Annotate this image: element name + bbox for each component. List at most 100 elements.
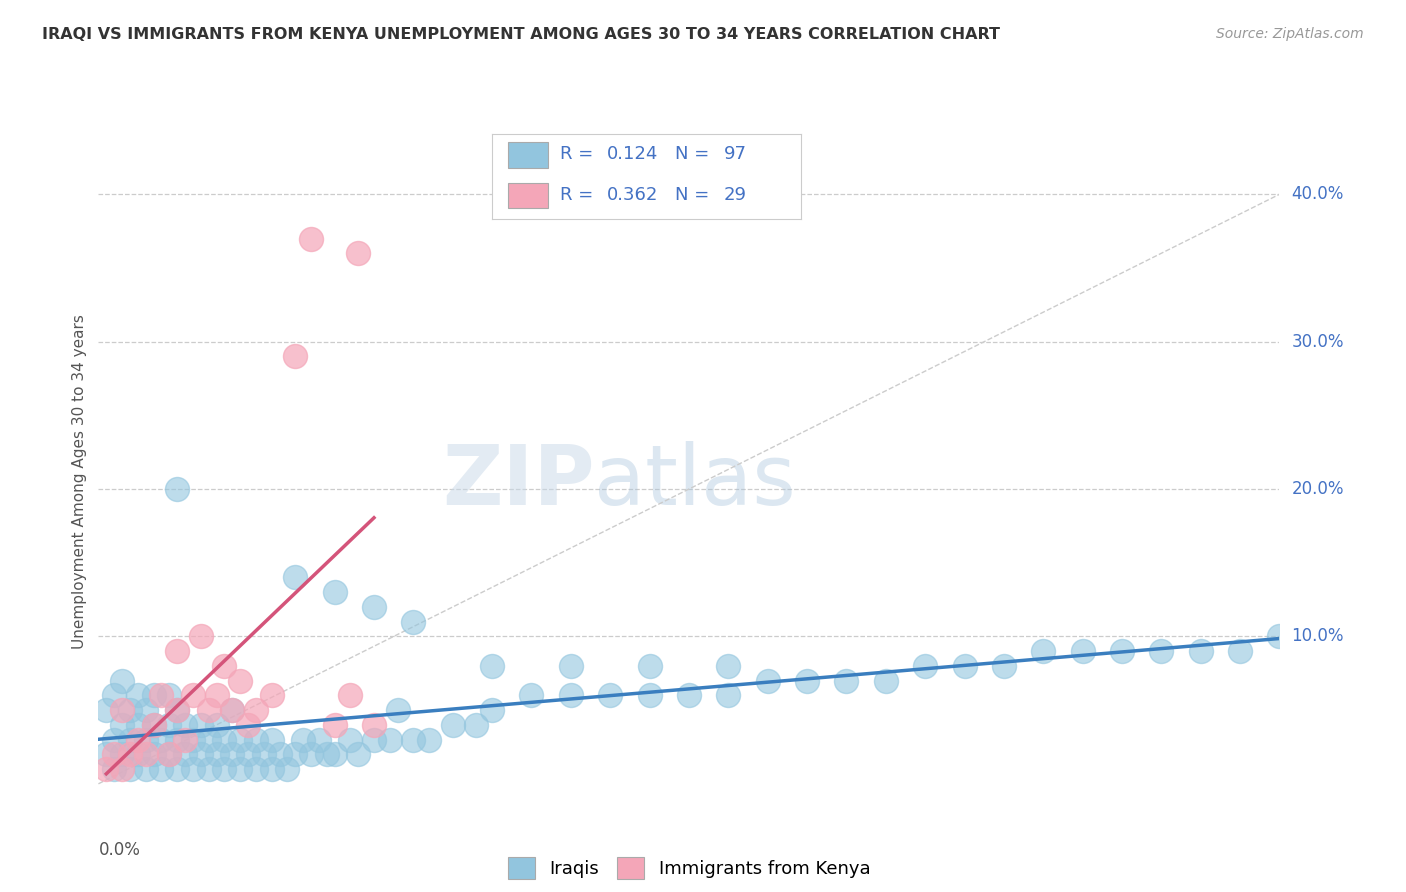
Point bbox=[111, 703, 134, 717]
Text: N =: N = bbox=[675, 145, 714, 163]
Text: atlas: atlas bbox=[595, 442, 796, 522]
Legend: Iraqis, Immigrants from Kenya: Iraqis, Immigrants from Kenya bbox=[501, 850, 877, 886]
Point bbox=[118, 732, 141, 747]
Text: R =: R = bbox=[560, 145, 599, 163]
Point bbox=[276, 762, 298, 776]
Point bbox=[520, 689, 543, 703]
Point bbox=[111, 673, 134, 688]
Point bbox=[835, 673, 858, 688]
Point bbox=[166, 762, 188, 776]
Point bbox=[387, 703, 409, 717]
Point bbox=[118, 747, 141, 762]
Point bbox=[363, 718, 385, 732]
Point bbox=[157, 747, 180, 762]
Point bbox=[142, 747, 165, 762]
Point bbox=[190, 747, 212, 762]
Point bbox=[197, 762, 219, 776]
Point bbox=[150, 762, 173, 776]
Point bbox=[402, 732, 425, 747]
Point bbox=[323, 585, 346, 599]
Text: 10.0%: 10.0% bbox=[1291, 627, 1344, 646]
Point bbox=[284, 350, 307, 364]
Point bbox=[135, 747, 157, 762]
Point bbox=[103, 732, 125, 747]
Point bbox=[103, 747, 125, 762]
Point bbox=[363, 599, 385, 614]
Point bbox=[465, 718, 488, 732]
Text: 20.0%: 20.0% bbox=[1291, 480, 1344, 498]
Point bbox=[236, 718, 259, 732]
Point bbox=[181, 732, 204, 747]
Point bbox=[284, 747, 307, 762]
Point bbox=[127, 689, 149, 703]
Point bbox=[221, 747, 243, 762]
Point bbox=[166, 703, 188, 717]
Text: 30.0%: 30.0% bbox=[1291, 333, 1344, 351]
Point bbox=[953, 659, 976, 673]
Point bbox=[166, 644, 188, 658]
Point bbox=[150, 732, 173, 747]
Point bbox=[157, 689, 180, 703]
Point bbox=[481, 703, 503, 717]
Point bbox=[229, 732, 252, 747]
Point bbox=[245, 762, 267, 776]
Point bbox=[284, 570, 307, 584]
Text: N =: N = bbox=[675, 186, 714, 203]
Text: 0.0%: 0.0% bbox=[98, 841, 141, 859]
Point bbox=[111, 762, 134, 776]
Point bbox=[127, 718, 149, 732]
Point bbox=[339, 732, 361, 747]
Point bbox=[190, 629, 212, 643]
Point bbox=[245, 703, 267, 717]
Point bbox=[260, 762, 283, 776]
Point bbox=[914, 659, 936, 673]
Point bbox=[339, 689, 361, 703]
Point bbox=[560, 659, 582, 673]
Point bbox=[347, 747, 370, 762]
Point bbox=[96, 747, 118, 762]
Point bbox=[323, 718, 346, 732]
Point bbox=[166, 732, 188, 747]
Point bbox=[1032, 644, 1054, 658]
Point bbox=[638, 659, 661, 673]
Point bbox=[1189, 644, 1212, 658]
Point bbox=[214, 762, 236, 776]
Text: R =: R = bbox=[560, 186, 599, 203]
Point bbox=[1268, 629, 1291, 643]
Point bbox=[347, 246, 370, 260]
Point bbox=[245, 732, 267, 747]
Point bbox=[441, 718, 464, 732]
Point bbox=[1071, 644, 1094, 658]
FancyBboxPatch shape bbox=[508, 183, 548, 209]
Point bbox=[166, 703, 188, 717]
Text: Source: ZipAtlas.com: Source: ZipAtlas.com bbox=[1216, 27, 1364, 41]
Text: 40.0%: 40.0% bbox=[1291, 186, 1344, 203]
Point bbox=[157, 747, 180, 762]
Point bbox=[717, 659, 740, 673]
Point bbox=[260, 689, 283, 703]
Point bbox=[205, 689, 228, 703]
Point bbox=[190, 718, 212, 732]
Point bbox=[1150, 644, 1173, 658]
Point bbox=[717, 689, 740, 703]
Point bbox=[796, 673, 818, 688]
Point bbox=[638, 689, 661, 703]
Point bbox=[150, 689, 173, 703]
Point bbox=[299, 747, 322, 762]
Point bbox=[111, 747, 134, 762]
Point bbox=[299, 231, 322, 245]
Point bbox=[174, 747, 197, 762]
Point bbox=[363, 732, 385, 747]
Point bbox=[1229, 644, 1251, 658]
Point bbox=[142, 718, 165, 732]
Point bbox=[236, 747, 259, 762]
Point bbox=[127, 747, 149, 762]
Text: ZIP: ZIP bbox=[441, 442, 595, 522]
Point bbox=[260, 732, 283, 747]
Point bbox=[197, 732, 219, 747]
Point bbox=[253, 747, 276, 762]
Point bbox=[135, 703, 157, 717]
Point bbox=[308, 732, 330, 747]
Point bbox=[166, 482, 188, 496]
Point bbox=[214, 659, 236, 673]
